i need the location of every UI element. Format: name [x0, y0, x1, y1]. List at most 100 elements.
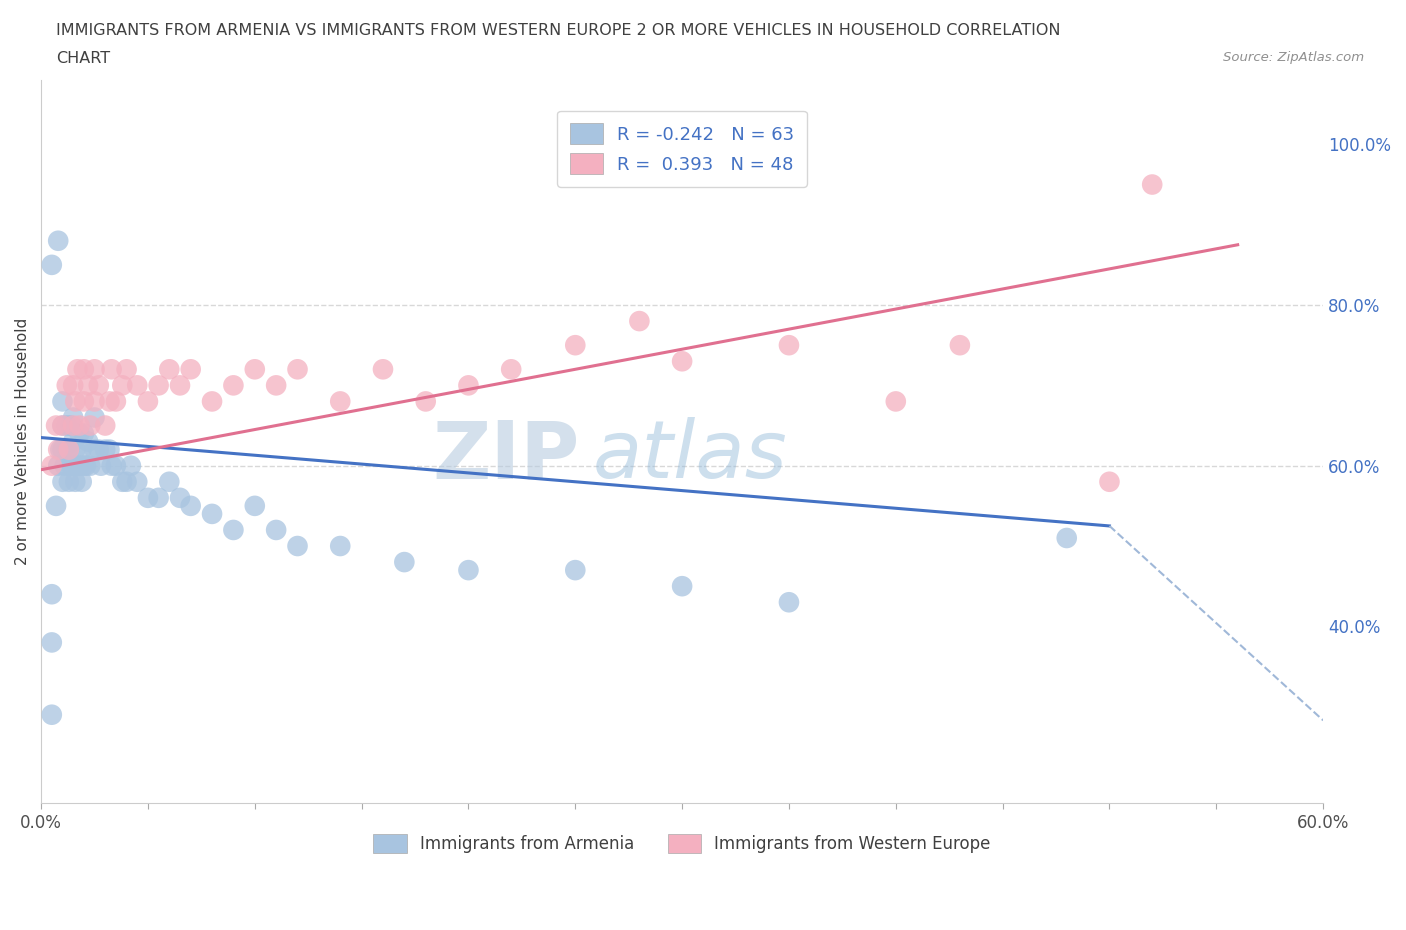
- Point: [55, 442, 77, 457]
- Point: [41, 258, 63, 272]
- Point: [457, 563, 479, 578]
- Point: [66, 362, 89, 377]
- Point: [264, 378, 287, 392]
- Point: [222, 378, 245, 392]
- Point: [243, 498, 266, 513]
- Point: [83, 410, 105, 425]
- Point: [127, 474, 149, 489]
- Point: [1098, 474, 1121, 489]
- Point: [58, 474, 80, 489]
- Point: [98, 442, 121, 457]
- Point: [62, 434, 84, 449]
- Text: Source: ZipAtlas.com: Source: ZipAtlas.com: [1223, 51, 1364, 64]
- Point: [564, 338, 586, 352]
- Point: [169, 378, 191, 392]
- Point: [671, 353, 693, 368]
- Point: [180, 362, 202, 377]
- Point: [77, 434, 100, 449]
- Point: [69, 426, 91, 441]
- Point: [222, 523, 245, 538]
- Point: [136, 394, 159, 409]
- Point: [94, 442, 117, 457]
- Point: [501, 362, 523, 377]
- Point: [41, 635, 63, 650]
- Point: [70, 442, 93, 457]
- Point: [148, 490, 170, 505]
- Point: [51, 418, 73, 433]
- Point: [949, 338, 972, 352]
- Point: [55, 378, 77, 392]
- Y-axis label: 2 or more Vehicles in Household: 2 or more Vehicles in Household: [15, 318, 30, 565]
- Point: [65, 394, 87, 409]
- Point: [671, 578, 693, 593]
- Point: [120, 458, 142, 473]
- Point: [104, 394, 127, 409]
- Point: [58, 418, 80, 433]
- Point: [45, 418, 67, 433]
- Point: [115, 362, 138, 377]
- Point: [287, 538, 309, 553]
- Text: atlas: atlas: [592, 417, 787, 495]
- Point: [46, 233, 69, 248]
- Point: [60, 458, 83, 473]
- Point: [243, 362, 266, 377]
- Point: [73, 426, 96, 441]
- Point: [287, 362, 309, 377]
- Point: [111, 378, 134, 392]
- Point: [51, 474, 73, 489]
- Point: [415, 394, 437, 409]
- Point: [394, 554, 416, 569]
- Point: [136, 490, 159, 505]
- Point: [62, 378, 84, 392]
- Point: [58, 442, 80, 457]
- Point: [51, 394, 73, 409]
- Point: [55, 418, 77, 433]
- Point: [69, 418, 91, 433]
- Point: [73, 362, 96, 377]
- Point: [73, 394, 96, 409]
- Point: [45, 498, 67, 513]
- Point: [329, 538, 352, 553]
- Point: [62, 410, 84, 425]
- Point: [564, 563, 586, 578]
- Point: [41, 708, 63, 723]
- Point: [65, 442, 87, 457]
- Point: [66, 458, 89, 473]
- Text: ZIP: ZIP: [432, 417, 579, 495]
- Point: [75, 458, 97, 473]
- Point: [264, 523, 287, 538]
- Point: [371, 362, 394, 377]
- Point: [329, 394, 352, 409]
- Point: [62, 458, 84, 473]
- Point: [127, 378, 149, 392]
- Text: IMMIGRANTS FROM ARMENIA VS IMMIGRANTS FROM WESTERN EUROPE 2 OR MORE VEHICLES IN : IMMIGRANTS FROM ARMENIA VS IMMIGRANTS FR…: [56, 23, 1060, 38]
- Point: [98, 394, 121, 409]
- Point: [73, 458, 96, 473]
- Text: CHART: CHART: [56, 51, 110, 66]
- Point: [104, 458, 127, 473]
- Point: [169, 490, 191, 505]
- Point: [457, 378, 479, 392]
- Point: [87, 442, 110, 457]
- Point: [157, 474, 180, 489]
- Point: [201, 394, 224, 409]
- Point: [1056, 530, 1078, 545]
- Point: [778, 338, 800, 352]
- Point: [87, 378, 110, 392]
- Point: [62, 418, 84, 433]
- Point: [51, 418, 73, 433]
- Point: [60, 418, 83, 433]
- Point: [83, 394, 105, 409]
- Legend: Immigrants from Armenia, Immigrants from Western Europe: Immigrants from Armenia, Immigrants from…: [367, 828, 997, 860]
- Point: [778, 595, 800, 610]
- Point: [65, 474, 87, 489]
- Point: [115, 474, 138, 489]
- Point: [90, 458, 112, 473]
- Point: [41, 458, 63, 473]
- Point: [111, 474, 134, 489]
- Point: [53, 458, 76, 473]
- Point: [157, 362, 180, 377]
- Point: [46, 458, 69, 473]
- Point: [100, 362, 122, 377]
- Point: [69, 458, 91, 473]
